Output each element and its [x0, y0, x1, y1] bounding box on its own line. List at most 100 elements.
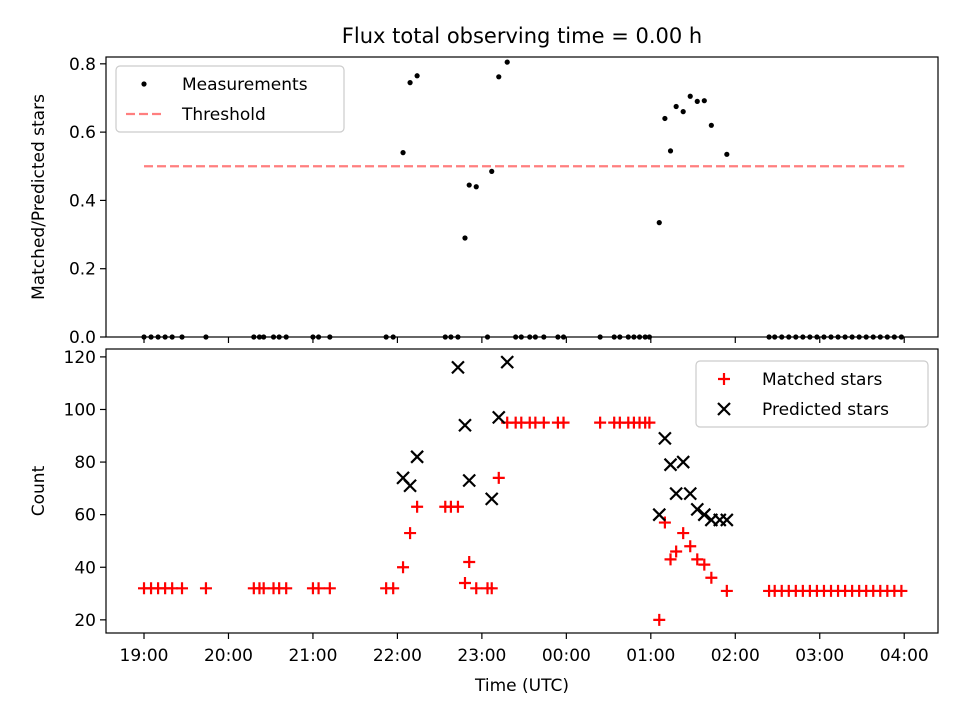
bottom-panel: 20 40 60 80 100 120 19:00 20:00 21:00 22:00 23:00 0… [29, 348, 939, 696]
measurement-point [687, 93, 693, 99]
y-tick-label: 0.8 [69, 55, 96, 75]
measurement-point [662, 115, 668, 122]
x-tick-label: 03:00 [795, 646, 844, 666]
measurement-point [642, 334, 648, 340]
matched-star-marker [895, 584, 908, 597]
x-tick-label: 22:00 [373, 646, 422, 666]
predicted-star-marker [484, 492, 499, 506]
predicted-star-marker [451, 360, 465, 375]
measurement-point [256, 334, 263, 340]
measurement-point [414, 73, 420, 79]
y-tick-label: 100 [64, 400, 96, 420]
measurement-point [724, 151, 730, 157]
measurement-point [555, 334, 561, 340]
measurement-point [611, 334, 617, 340]
matched-star-marker [397, 561, 410, 574]
measurement-point [667, 148, 674, 154]
measurement-point [162, 334, 168, 340]
matched-star-marker [323, 582, 336, 595]
measurement-point [148, 334, 154, 340]
legend-predicted-marker [717, 402, 731, 416]
matched-star-marker [705, 571, 718, 584]
measurement-point [527, 334, 533, 340]
measurement-point [772, 334, 778, 340]
measurement-point [310, 334, 316, 340]
measurement-point [390, 334, 396, 340]
measurement-point [462, 235, 468, 241]
measurement-point [484, 334, 491, 340]
matched-star-marker [658, 516, 671, 529]
measurement-point [898, 334, 904, 340]
y-tick-label: 0.2 [69, 260, 96, 280]
matched-star-marker [176, 582, 189, 595]
y-tick-label: 0.0 [69, 328, 96, 348]
measurement-point [518, 334, 524, 340]
legend-matched-marker [718, 373, 730, 385]
measurement-point [807, 334, 813, 340]
legend-label: Matched stars [762, 370, 882, 390]
measurement-point [141, 334, 147, 340]
measurement-point [708, 122, 714, 128]
legend-measurements-marker [141, 81, 147, 87]
plot-frame [105, 348, 939, 634]
measurement-point [276, 334, 282, 340]
measurement-point [694, 98, 700, 104]
measurement-point [766, 334, 772, 340]
measurement-point [407, 80, 413, 86]
measurement-point [532, 334, 538, 340]
measurement-point [448, 334, 454, 340]
matched-star-marker [280, 582, 293, 595]
x-tick-label: 04:00 [880, 646, 929, 666]
measurement-point [541, 334, 547, 340]
measurement-point [270, 334, 277, 340]
measurement-point [877, 334, 883, 340]
measurement-point [891, 334, 897, 340]
matched-star-marker [643, 416, 656, 429]
measurement-point [261, 334, 267, 340]
measurement-point [496, 74, 502, 80]
predicted-star-marker [720, 513, 734, 527]
top-panel: 0.0 0.2 0.4 0.6 0.8 Matched/Predicted stars Me… [29, 55, 939, 348]
x-tick-label: 21:00 [288, 646, 337, 666]
measurement-point [625, 334, 631, 340]
predicted-star-marker [676, 455, 690, 469]
measurement-point [786, 334, 792, 340]
measurement-point [504, 59, 510, 65]
matched-star-marker [684, 540, 697, 553]
x-tick-label: 00:00 [542, 646, 591, 666]
measurement-point [466, 182, 472, 188]
measurement-point [155, 334, 161, 340]
measurement-point [327, 334, 333, 340]
matched-star-marker [698, 558, 711, 571]
measurement-point [701, 98, 707, 104]
x-tick-label: 19:00 [120, 646, 169, 666]
matched-star-marker [691, 553, 704, 566]
matched-star-marker [312, 582, 325, 595]
matched-star-marker [720, 584, 733, 597]
measurement-point [617, 334, 623, 340]
measurement-point [870, 334, 876, 340]
legend-label: Predicted stars [762, 400, 889, 420]
predicted-star-marker [652, 507, 667, 522]
x-tick-label: 02:00 [711, 646, 760, 666]
y-tick-label: 0.4 [69, 191, 96, 211]
matched-star-marker [463, 556, 476, 568]
measurement-point [884, 334, 890, 340]
measurement-point [251, 334, 257, 340]
measurement-point [656, 220, 662, 226]
matched-star-marker [411, 500, 424, 513]
matched-star-marker [557, 416, 570, 429]
y-axis-label: Matched/Predicted stars [29, 94, 49, 300]
measurement-point [856, 334, 862, 340]
matched-star-marker [492, 471, 505, 484]
measurement-point [821, 334, 827, 340]
measurement-point [513, 334, 519, 340]
measurement-point [560, 334, 567, 340]
measurement-point [814, 334, 820, 340]
measurement-point [800, 334, 806, 340]
y-tick-label: 40 [74, 558, 96, 578]
measurement-point [793, 334, 799, 340]
legend-label: Threshold [181, 105, 266, 125]
measurement-point [863, 334, 869, 340]
